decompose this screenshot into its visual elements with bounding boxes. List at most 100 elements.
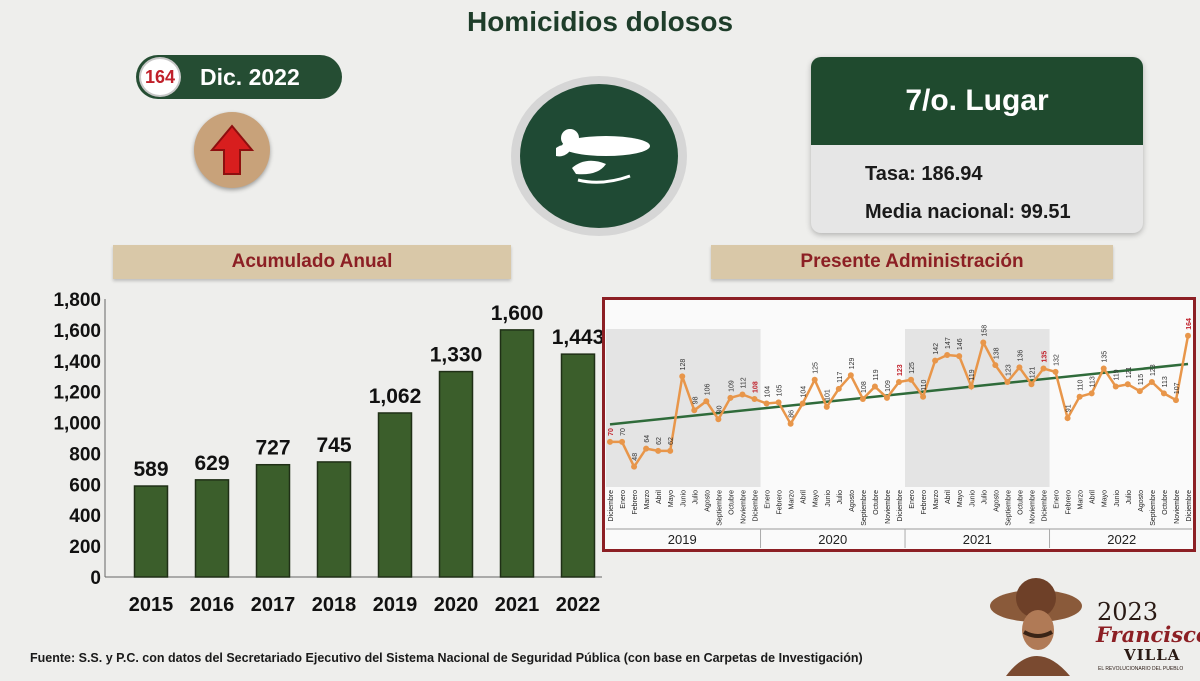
month-tick-label: Enero <box>909 490 916 509</box>
bar <box>316 461 352 578</box>
year-band <box>606 329 761 487</box>
year-band <box>905 329 1050 487</box>
point-label: 104 <box>765 386 772 398</box>
sombrero-portrait-icon <box>990 578 1082 676</box>
y-tick-label: 0 <box>90 568 101 589</box>
ranking-place: 7/o. Lugar <box>811 57 1143 145</box>
month-tick-label: Marzo <box>933 490 940 510</box>
month-tick-label: Diciembre <box>1186 490 1193 522</box>
data-point <box>715 416 722 423</box>
month-tick-label: Mayo <box>813 490 820 507</box>
y-tick-label: 1,400 <box>53 352 101 373</box>
year-label: 2020 <box>818 532 847 547</box>
month-tick-label: Noviembre <box>740 490 747 524</box>
month-tick-label: Enero <box>765 490 772 509</box>
month-tick-label: Mayo <box>957 490 964 507</box>
point-label: 119 <box>969 369 976 380</box>
month-tick-label: Agosto <box>704 490 711 512</box>
month-tick-label: Junio <box>969 490 976 507</box>
point-label: 106 <box>704 383 711 395</box>
y-tick-label: 400 <box>69 506 101 527</box>
data-point <box>1016 364 1023 371</box>
data-point <box>920 393 927 400</box>
point-label: 135 <box>1102 351 1109 363</box>
data-point <box>763 400 770 407</box>
data-point <box>727 394 734 401</box>
source-note: Fuente: S.S. y P.C. con datos del Secret… <box>30 651 863 665</box>
point-label: 121 <box>1029 367 1036 379</box>
month-tick-label: Febrero <box>1066 490 1073 515</box>
point-label: 108 <box>861 381 868 393</box>
point-label: 158 <box>981 325 988 337</box>
up-arrow-icon <box>209 124 255 175</box>
month-tick-label: Agosto <box>993 490 1000 512</box>
point-label: 90 <box>716 405 723 413</box>
data-point <box>883 394 890 401</box>
data-label: 1,330 <box>430 344 483 367</box>
data-point <box>968 383 975 390</box>
month-tick-label: Noviembre <box>885 490 892 524</box>
x-tick-label: 2016 <box>190 594 235 616</box>
point-label: 109 <box>885 380 892 392</box>
month-tick-label: Marzo <box>644 490 651 510</box>
month-tick-label: Junio <box>680 490 687 507</box>
x-tick-label: 2019 <box>373 594 418 616</box>
month-tick-label: Diciembre <box>1042 490 1049 522</box>
month-tick-label: Octubre <box>1162 490 1169 515</box>
data-label: 1,062 <box>369 385 422 408</box>
x-tick-label: 2022 <box>556 594 601 616</box>
point-label: 107 <box>1174 382 1181 394</box>
point-label: 129 <box>849 357 856 369</box>
point-label: 132 <box>1054 354 1061 366</box>
x-tick-label: 2015 <box>129 594 174 616</box>
point-label: 164 <box>1186 318 1193 330</box>
data-point <box>1124 381 1131 388</box>
x-tick-label: 2018 <box>312 594 357 616</box>
data-point <box>667 447 674 454</box>
data-label: 1,600 <box>491 302 544 325</box>
bar <box>438 370 474 578</box>
point-label: 109 <box>728 380 735 392</box>
point-label: 125 <box>909 362 916 374</box>
data-point <box>799 400 806 407</box>
bar <box>560 353 596 578</box>
point-label: 70 <box>608 428 615 436</box>
data-point <box>1100 365 1107 372</box>
month-tick-label: Julio <box>837 490 844 505</box>
x-tick-label: 2021 <box>495 594 540 616</box>
month-tick-label: Julio <box>692 490 699 505</box>
year-label: 2019 <box>668 532 697 547</box>
data-point <box>787 420 794 427</box>
y-tick-label: 200 <box>69 537 101 558</box>
logo-portrait <box>990 568 1090 676</box>
month-tick-label: Agosto <box>1138 490 1145 512</box>
bar <box>255 463 291 578</box>
point-label: 119 <box>873 369 880 380</box>
point-label: 113 <box>1090 376 1097 387</box>
data-point <box>1160 390 1167 397</box>
month-tick-label: Febrero <box>777 490 784 515</box>
year-label: 2021 <box>963 532 992 547</box>
month-tick-label: Junio <box>1114 490 1121 507</box>
y-tick-label: 800 <box>69 444 101 465</box>
data-label: 727 <box>255 437 290 460</box>
month-tick-label: Septiembre <box>861 490 868 526</box>
data-point <box>811 376 818 383</box>
data-point <box>631 463 638 470</box>
data-point <box>1004 379 1011 386</box>
logo-name: Francisco <box>1096 622 1200 647</box>
month-tick-label: Marzo <box>789 490 796 510</box>
x-tick-label: 2017 <box>251 594 296 616</box>
point-label: 119 <box>1114 369 1121 380</box>
data-point <box>1112 383 1119 390</box>
x-tick-label: 2020 <box>434 594 479 616</box>
point-label: 104 <box>801 386 808 398</box>
month-tick-label: Noviembre <box>1029 490 1036 524</box>
point-label: 136 <box>1017 350 1024 362</box>
point-label: 62 <box>668 437 675 445</box>
data-point <box>739 391 746 398</box>
monthly-line-chart: 70 Diciembre 70 Enero 48 Febrero 64 Marzo 62 Abri… <box>602 297 1196 552</box>
data-point <box>823 403 830 410</box>
point-label: 138 <box>993 347 1000 359</box>
ranking-rate: Tasa: 186.94 <box>865 163 983 185</box>
